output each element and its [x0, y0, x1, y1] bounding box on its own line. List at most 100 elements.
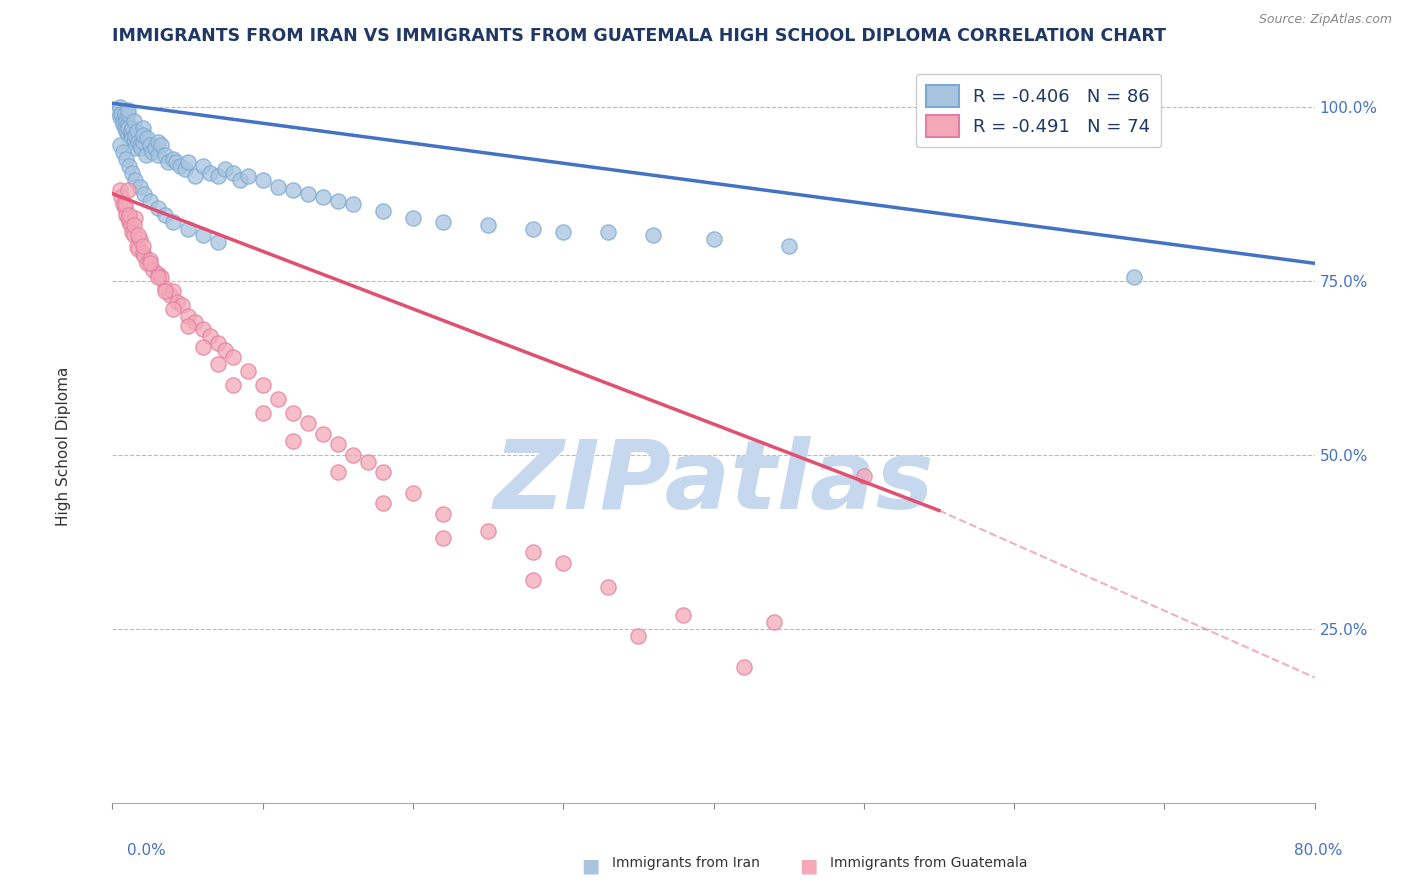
Point	[128, 179, 150, 194]
Point	[111, 117, 134, 131]
Point	[191, 228, 214, 243]
Point	[371, 465, 394, 479]
Point	[236, 364, 259, 378]
Point	[114, 106, 136, 120]
Point	[149, 138, 172, 153]
Point	[153, 148, 176, 162]
Point	[143, 141, 166, 155]
Point	[627, 629, 650, 643]
Point	[176, 318, 198, 333]
Point	[131, 246, 153, 260]
Point	[129, 141, 152, 155]
Point	[214, 343, 236, 358]
Point	[281, 434, 304, 448]
Point	[252, 378, 274, 392]
Point	[125, 239, 148, 253]
Point	[402, 486, 425, 500]
Point	[115, 152, 138, 166]
Point	[733, 660, 755, 674]
Text: ■: ■	[581, 856, 600, 875]
Point	[146, 201, 169, 215]
Point	[114, 201, 136, 215]
Point	[111, 113, 134, 128]
Point	[432, 507, 454, 521]
Point	[127, 243, 149, 257]
Point	[432, 214, 454, 228]
Point	[173, 162, 195, 177]
Point	[107, 103, 129, 118]
Point	[252, 173, 274, 187]
Point	[672, 607, 695, 622]
Point	[117, 120, 139, 135]
Point	[149, 270, 172, 285]
Point	[131, 135, 153, 149]
Point	[326, 465, 349, 479]
Point	[139, 194, 162, 208]
Point	[139, 252, 162, 267]
Point	[477, 524, 499, 539]
Point	[115, 124, 138, 138]
Point	[121, 120, 143, 135]
Text: 80.0%: 80.0%	[1295, 843, 1343, 858]
Point	[176, 155, 198, 169]
Point	[128, 138, 150, 153]
Point	[108, 138, 131, 153]
Point	[118, 214, 141, 228]
Point	[120, 128, 142, 142]
Point	[153, 208, 176, 222]
Text: IMMIGRANTS FROM IRAN VS IMMIGRANTS FROM GUATEMALA HIGH SCHOOL DIPLOMA CORRELATIO: IMMIGRANTS FROM IRAN VS IMMIGRANTS FROM …	[112, 28, 1167, 45]
Point	[402, 211, 425, 225]
Point	[222, 166, 245, 180]
Point	[132, 249, 155, 263]
Point	[252, 406, 274, 420]
Point	[229, 173, 252, 187]
Point	[115, 208, 138, 222]
Point	[115, 113, 138, 128]
Point	[117, 103, 139, 118]
Point	[108, 183, 131, 197]
Point	[184, 316, 207, 330]
Point	[643, 228, 665, 243]
Text: Immigrants from Iran: Immigrants from Iran	[612, 856, 759, 871]
Point	[124, 173, 146, 187]
Point	[281, 183, 304, 197]
Point	[136, 256, 159, 270]
Point	[117, 183, 139, 197]
Point	[114, 197, 136, 211]
Point	[121, 166, 143, 180]
Legend: R = -0.406   N = 86, R = -0.491   N = 74: R = -0.406 N = 86, R = -0.491 N = 74	[915, 74, 1161, 147]
Point	[153, 284, 176, 298]
Point	[118, 159, 141, 173]
Text: Source: ZipAtlas.com: Source: ZipAtlas.com	[1258, 13, 1392, 27]
Point	[477, 218, 499, 232]
Point	[222, 351, 245, 365]
Point	[139, 138, 162, 153]
Point	[267, 392, 290, 406]
Point	[184, 169, 207, 184]
Point	[122, 113, 145, 128]
Point	[852, 468, 875, 483]
Text: High School Diploma: High School Diploma	[56, 367, 70, 525]
Point	[157, 155, 180, 169]
Point	[207, 336, 229, 351]
Point	[191, 159, 214, 173]
Point	[326, 437, 349, 451]
Point	[169, 159, 191, 173]
Point	[762, 615, 785, 629]
Point	[131, 120, 153, 135]
Point	[117, 106, 139, 120]
Point	[110, 190, 132, 204]
Point	[522, 545, 544, 559]
Point	[124, 141, 146, 155]
Point	[165, 155, 187, 169]
Point	[371, 496, 394, 510]
Point	[281, 406, 304, 420]
Point	[139, 256, 162, 270]
Point	[117, 211, 139, 225]
Point	[207, 169, 229, 184]
Point	[108, 110, 131, 124]
Point	[162, 214, 184, 228]
Point	[127, 135, 149, 149]
Point	[118, 208, 141, 222]
Point	[125, 124, 148, 138]
